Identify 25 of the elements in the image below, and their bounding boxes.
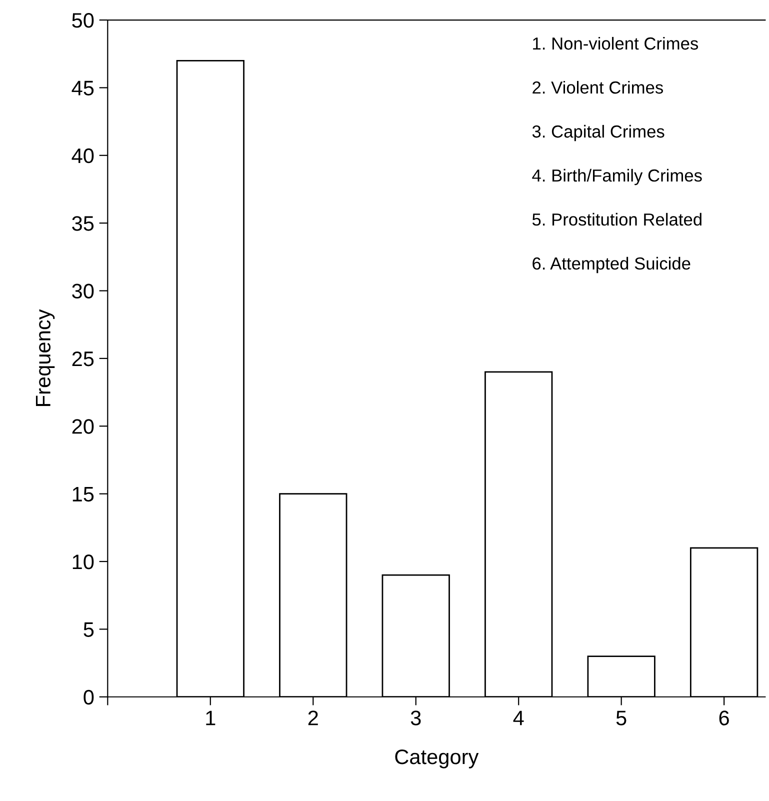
y-tick-label: 30 (72, 284, 94, 299)
annotation: 3. Capital Crimes (532, 124, 664, 142)
x-tick-label: 6 (719, 710, 729, 726)
annotation: 5. Prostitution Related (532, 212, 702, 226)
y-tick-label: 20 (72, 419, 94, 434)
x-tick-label: 5 (616, 710, 626, 726)
y-tick-label: 35 (72, 216, 94, 231)
y-tick-label: 0 (84, 690, 94, 705)
x-tick-label: 3 (410, 710, 421, 726)
annotation: 4. Birth/Family Crimes (532, 168, 702, 186)
y-tick-label: 10 (72, 554, 94, 570)
annotation: 2. Violent Crimes (532, 80, 663, 94)
y-tick-label: 15 (72, 487, 94, 502)
x-axis-title: Category (395, 749, 479, 768)
x-tick-label: 2 (308, 710, 318, 726)
y-tick-label: 50 (72, 13, 94, 28)
y-tick-label: 40 (72, 148, 94, 164)
x-tick-label: 4 (513, 710, 524, 726)
y-tick-label: 45 (72, 80, 94, 96)
y-axis-title: Frequency (36, 309, 55, 406)
annotation: 1. Non-violent Crimes (533, 36, 698, 50)
annotation: 6. Attempted Suicide (532, 256, 690, 274)
y-tick-label: 5 (84, 622, 94, 637)
x-tick-label: 1 (206, 710, 216, 726)
y-tick-label: 25 (72, 351, 94, 366)
